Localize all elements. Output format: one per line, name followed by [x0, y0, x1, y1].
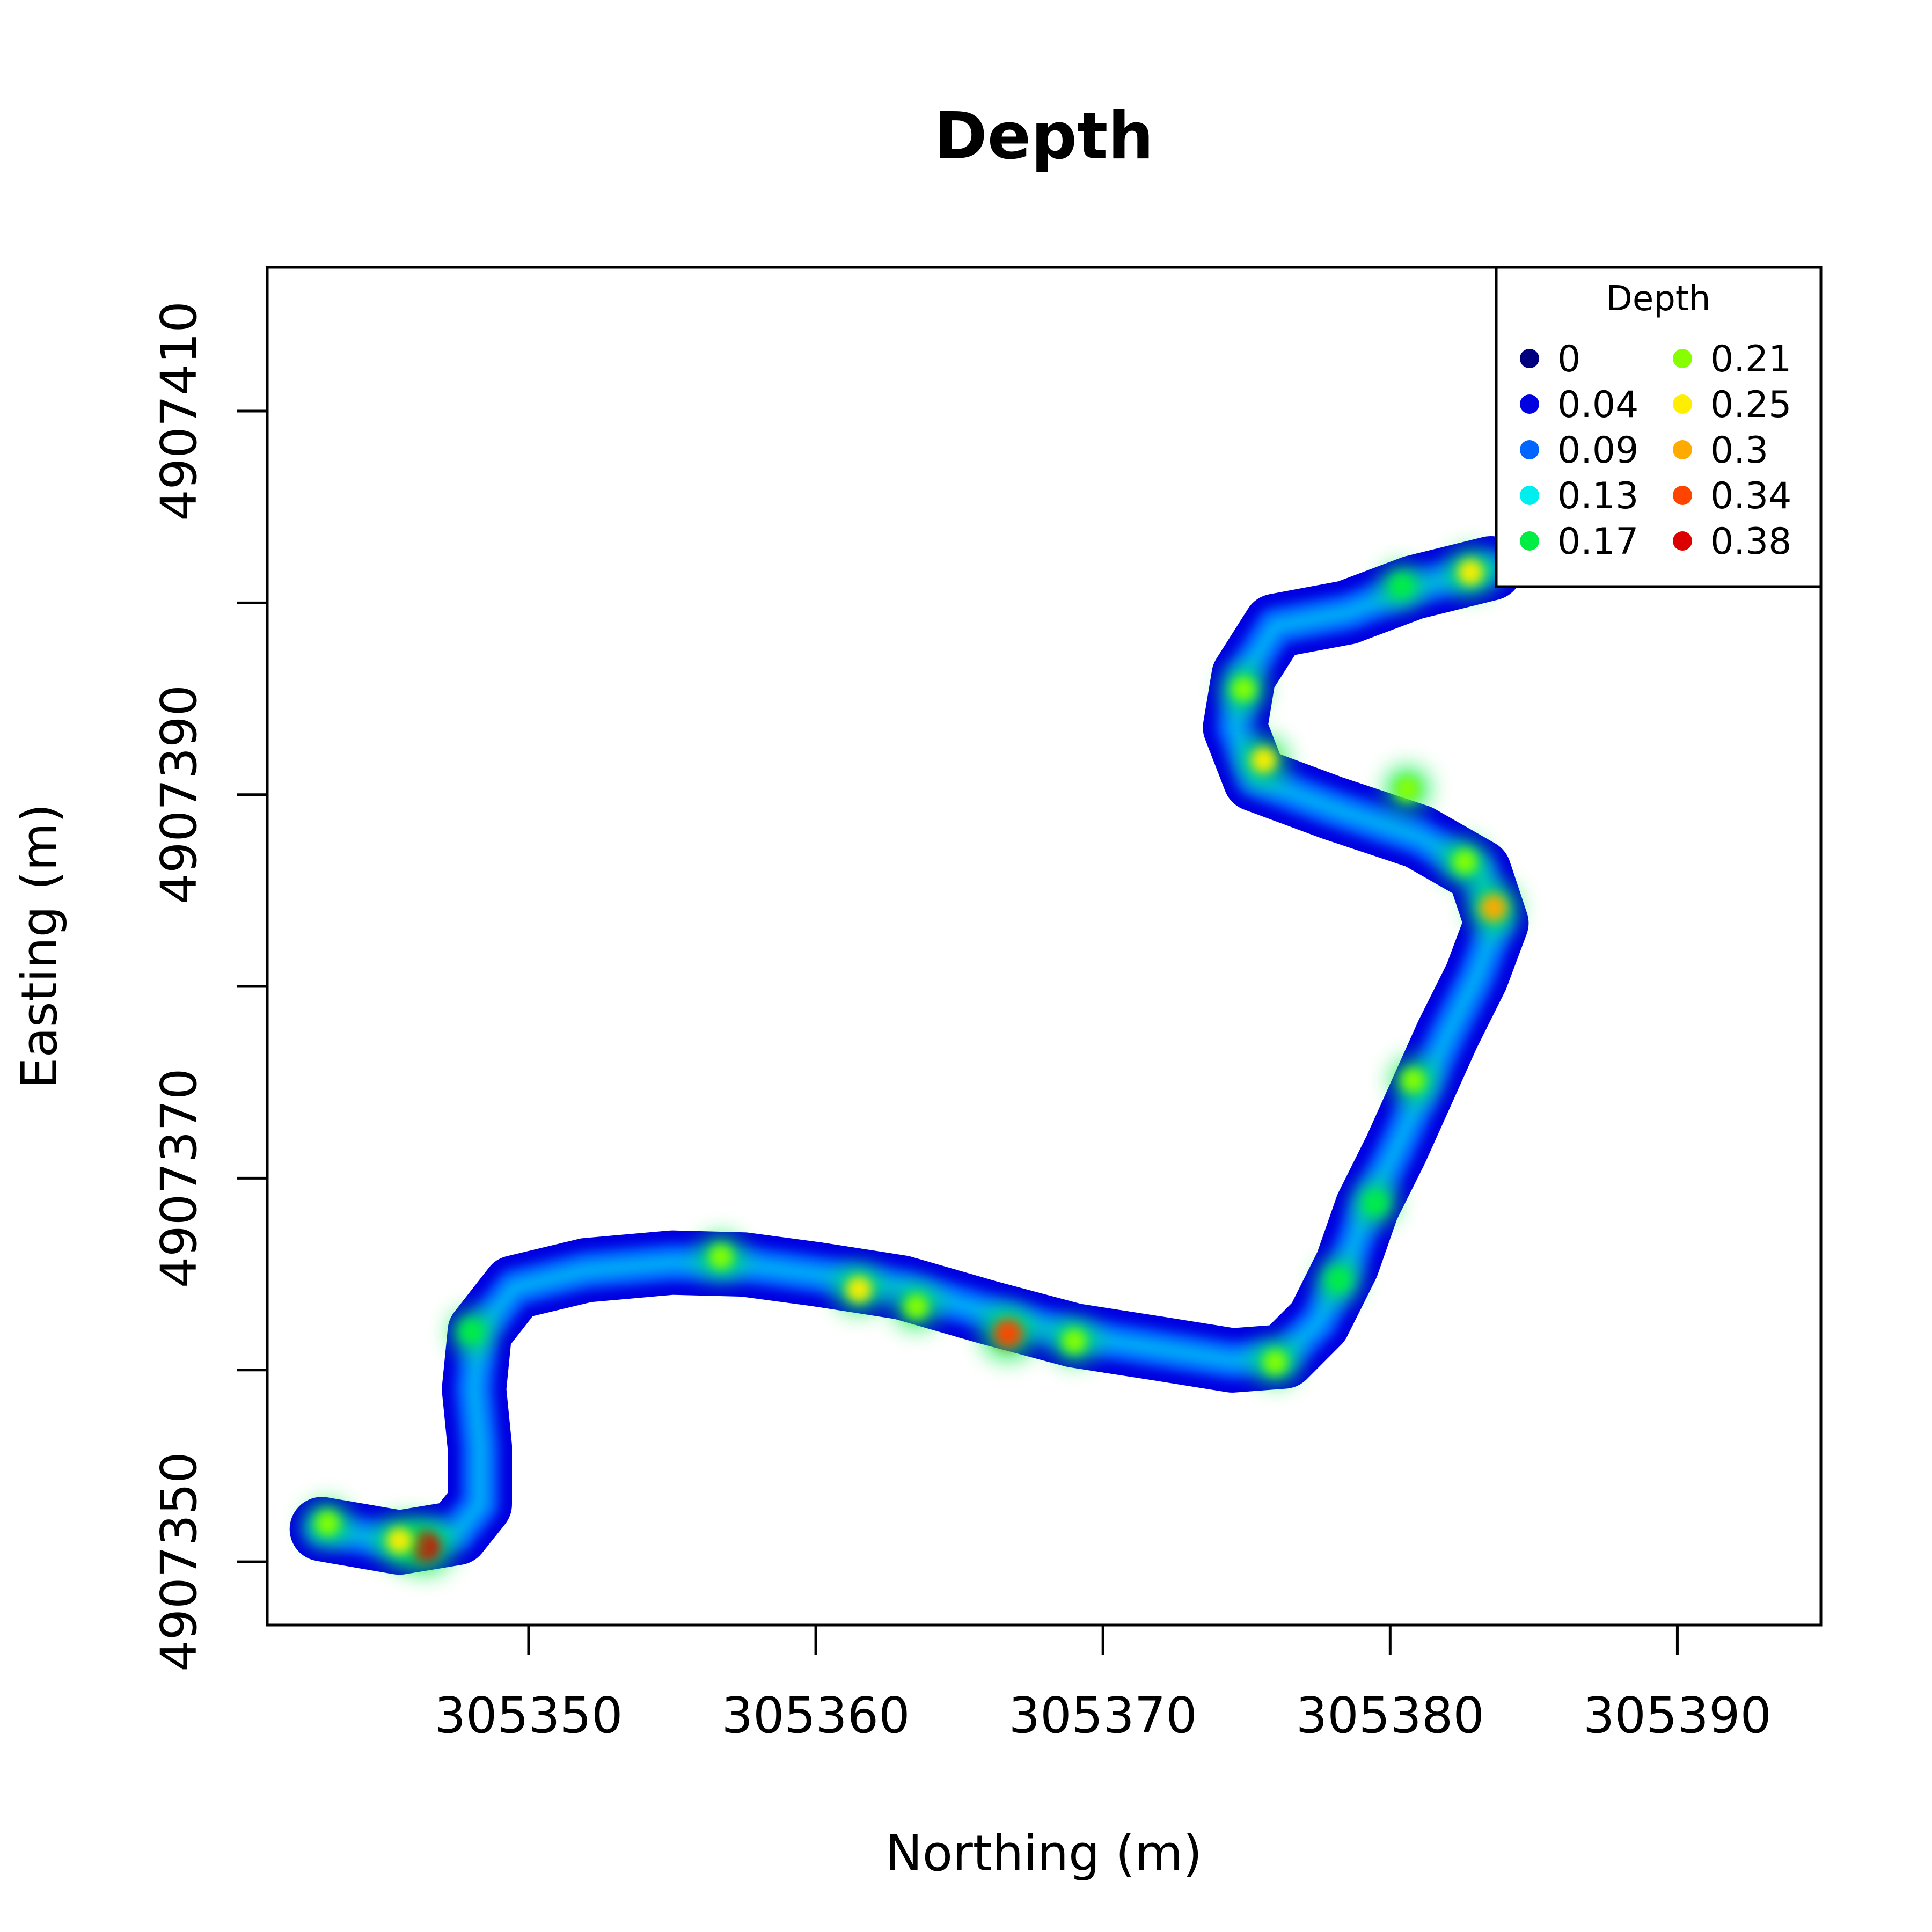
- hotspot-core: [1327, 1268, 1350, 1291]
- legend-swatch: [1520, 486, 1539, 505]
- legend-label: 0.38: [1710, 521, 1791, 563]
- legend-label: 0.25: [1710, 384, 1791, 426]
- hotspot-core: [1232, 677, 1256, 701]
- y-tick-label: 4907370: [150, 1069, 208, 1289]
- hotspot-core: [1453, 850, 1477, 874]
- legend-label: 0: [1557, 338, 1580, 380]
- hotspot-core: [993, 1319, 1023, 1348]
- legend-label: 0.17: [1557, 521, 1638, 563]
- legend-label: 0.13: [1557, 475, 1638, 517]
- x-axis-label: Northing (m): [885, 1825, 1202, 1882]
- y-tick-label: 4907410: [150, 301, 208, 521]
- legend-swatch: [1673, 486, 1692, 505]
- legend-swatch: [1673, 394, 1692, 414]
- legend-swatch: [1673, 531, 1692, 551]
- legend-swatch: [1520, 440, 1539, 459]
- x-axis: 305350 305360 305370 305380 305390: [434, 1625, 1772, 1744]
- legend: Depth 00.040.090.130.17 0.210.250.30.340.…: [1495, 266, 1823, 588]
- legend-swatch: [1520, 531, 1539, 551]
- y-axis: 4907350 4907370 4907390 4907410: [150, 301, 267, 1672]
- x-tick-label: 305350: [434, 1687, 623, 1744]
- hotspot-core: [846, 1276, 872, 1302]
- legend-label: 0.21: [1710, 338, 1791, 380]
- hotspot-core: [904, 1294, 928, 1319]
- hotspot-core: [386, 1528, 412, 1554]
- legend-swatch: [1520, 349, 1539, 368]
- plot-frame: [266, 266, 1823, 1627]
- legend-label: 0.3: [1710, 429, 1768, 472]
- hotspot-core: [1395, 777, 1419, 801]
- channel-outer: [289, 536, 1529, 1575]
- hotspot-core: [1401, 1068, 1425, 1093]
- legend-title: Depth: [1606, 279, 1711, 319]
- x-tick-label: 305390: [1583, 1687, 1772, 1744]
- chart-title: Depth: [934, 99, 1154, 174]
- x-tick-label: 305370: [1009, 1687, 1197, 1744]
- hotspot-core: [1062, 1329, 1087, 1353]
- legend-label: 0.09: [1557, 429, 1638, 472]
- y-tick-label: 4907350: [150, 1452, 208, 1672]
- hotspot-core: [1364, 1191, 1387, 1214]
- hotspot-core: [709, 1245, 733, 1269]
- depth-hotspots: [305, 549, 1518, 1574]
- hotspot-core: [1390, 574, 1413, 597]
- legend-swatch: [1520, 394, 1539, 414]
- x-tick-label: 305380: [1296, 1687, 1484, 1744]
- hotspot-core: [316, 1511, 340, 1535]
- hotspot-core: [1480, 894, 1507, 921]
- legend-box: [1495, 266, 1823, 588]
- hotspot-core: [1251, 747, 1277, 773]
- y-tick-label: 4907390: [150, 685, 208, 905]
- x-tick-label: 305360: [721, 1687, 910, 1744]
- legend-swatch: [1673, 440, 1692, 459]
- hotspot-core: [459, 1320, 482, 1343]
- legend-label: 0.34: [1710, 475, 1791, 517]
- hotspot-core: [1263, 1350, 1287, 1374]
- depth-surface: [289, 536, 1529, 1575]
- legend-swatch: [1673, 349, 1692, 368]
- legend-label: 0.04: [1557, 384, 1638, 426]
- y-axis-label: Easting (m): [11, 803, 68, 1088]
- hotspot-core: [1458, 559, 1483, 585]
